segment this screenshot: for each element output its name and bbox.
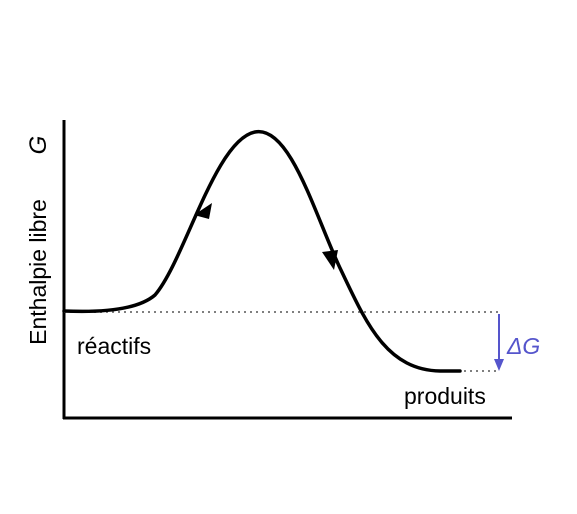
y-axis-symbol: G xyxy=(25,136,52,155)
products-label: produits xyxy=(404,383,486,409)
delta-g-label: ΔG xyxy=(506,333,540,359)
y-axis-label: Enthalpie libre xyxy=(25,199,51,345)
downhill-arrowhead xyxy=(322,250,338,270)
reaction-curve xyxy=(62,130,462,373)
uphill-arrowhead xyxy=(194,203,212,219)
reactants-label: réactifs xyxy=(77,333,151,359)
delta-g-arrowhead xyxy=(494,359,504,371)
